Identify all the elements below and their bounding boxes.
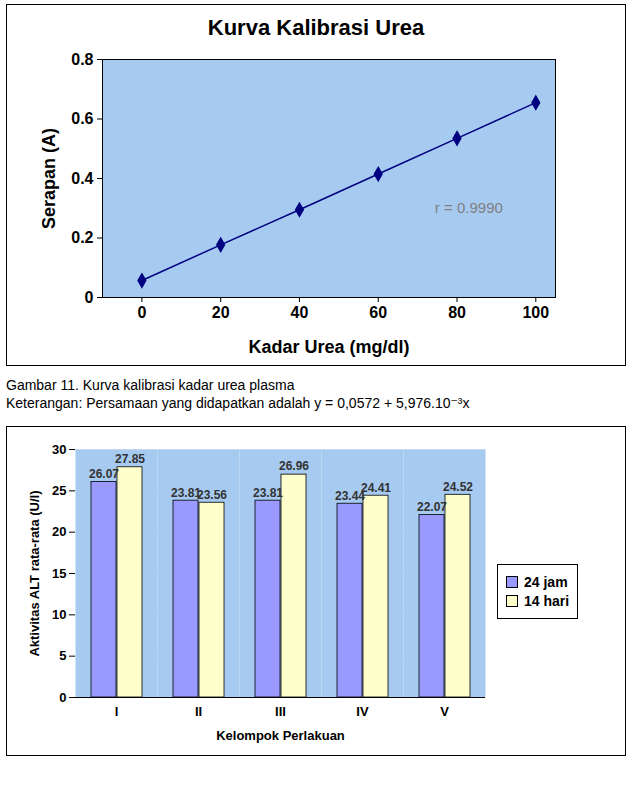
svg-text:20: 20 bbox=[52, 524, 66, 539]
svg-text:15: 15 bbox=[52, 566, 66, 581]
svg-text:0.4: 0.4 bbox=[71, 170, 93, 187]
svg-text:20: 20 bbox=[212, 304, 230, 321]
svg-text:I: I bbox=[115, 704, 119, 719]
svg-text:Aktivitas ALT rata-rata (U/l): Aktivitas ALT rata-rata (U/l) bbox=[27, 490, 42, 656]
svg-text:0: 0 bbox=[137, 304, 146, 321]
svg-text:II: II bbox=[195, 704, 202, 719]
svg-text:0: 0 bbox=[85, 289, 94, 306]
html-text:Kurva Kalibrasi Urea: Kurva Kalibrasi Urea bbox=[207, 15, 425, 40]
svg-text:100: 100 bbox=[522, 304, 549, 321]
svg-text:5: 5 bbox=[59, 648, 66, 663]
svg-text:23.81: 23.81 bbox=[253, 486, 283, 500]
svg-text:10: 10 bbox=[52, 607, 66, 622]
svg-text:Serapan (A): Serapan (A) bbox=[39, 128, 59, 229]
html-text:Keterangan: Persamaan yang did: Keterangan: Persamaan yang didapatkan ad… bbox=[6, 395, 470, 411]
svg-text:Kelompok Perlakuan: Kelompok Perlakuan bbox=[216, 728, 345, 743]
svg-text:0.8: 0.8 bbox=[71, 51, 93, 68]
svg-text:0: 0 bbox=[59, 690, 66, 705]
svg-text:23.56: 23.56 bbox=[197, 488, 227, 502]
svg-text:0.6: 0.6 bbox=[71, 110, 93, 127]
svg-text:r = 0.9990: r = 0.9990 bbox=[435, 199, 503, 216]
svg-text:60: 60 bbox=[369, 304, 387, 321]
html-text:Gambar 11. Kurva kalibrasi kad: Gambar 11. Kurva kalibrasi kadar urea pl… bbox=[6, 377, 295, 393]
svg-text:27.85: 27.85 bbox=[115, 452, 145, 466]
svg-text:30: 30 bbox=[52, 442, 66, 457]
svg-text:23.81: 23.81 bbox=[171, 485, 201, 500]
svg-text:22.07: 22.07 bbox=[417, 500, 447, 514]
html-text:24 jam: 24 jam bbox=[524, 573, 568, 590]
svg-text:III: III bbox=[275, 704, 286, 719]
html-text:14 hari: 14 hari bbox=[524, 592, 570, 609]
svg-text:23.44: 23.44 bbox=[335, 488, 365, 503]
svg-text:0.2: 0.2 bbox=[71, 229, 93, 246]
svg-text:24.52: 24.52 bbox=[443, 480, 473, 494]
svg-text:IV: IV bbox=[356, 704, 369, 719]
svg-text:24.41: 24.41 bbox=[361, 481, 391, 495]
svg-text:Kadar Urea (mg/dl): Kadar Urea (mg/dl) bbox=[248, 337, 409, 357]
svg-text:40: 40 bbox=[291, 304, 309, 321]
svg-text:V: V bbox=[440, 704, 449, 719]
svg-text:26.96: 26.96 bbox=[279, 459, 309, 473]
svg-text:80: 80 bbox=[448, 304, 466, 321]
svg-text:25: 25 bbox=[52, 483, 66, 498]
svg-text:26.07: 26.07 bbox=[89, 467, 119, 481]
